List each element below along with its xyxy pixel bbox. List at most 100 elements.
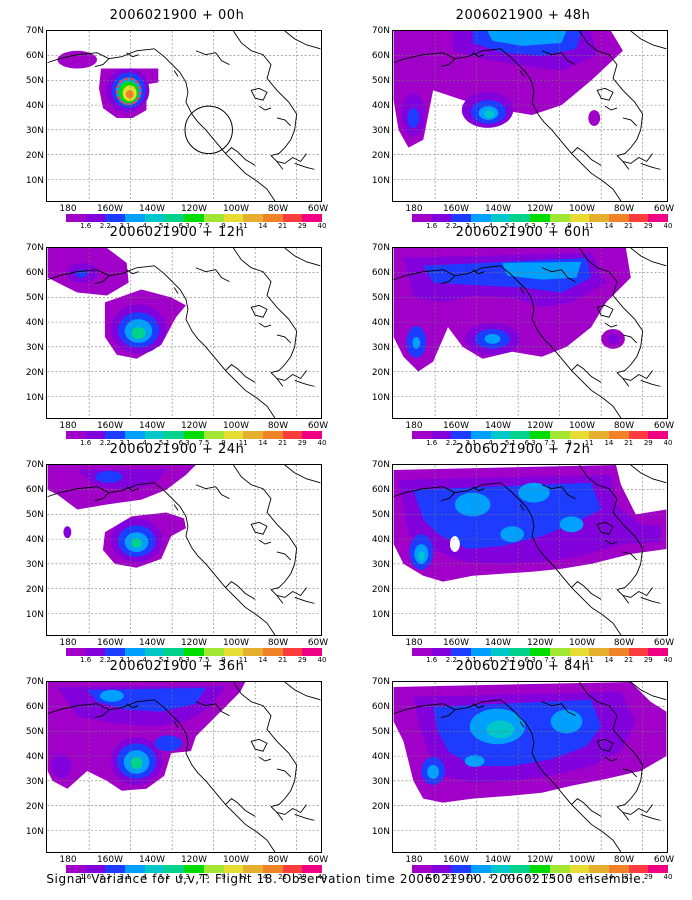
lon-label: 120W: [526, 204, 554, 214]
lon-label: 100W: [568, 638, 596, 648]
colorbar-label: 3.1: [119, 656, 131, 664]
colorbar-label: 29: [643, 656, 653, 664]
variance-field: [47, 248, 186, 359]
colorbar-label: 11: [238, 439, 248, 447]
lon-label: 80W: [267, 204, 289, 214]
colorbar-swatch: [203, 431, 224, 439]
lon-label: 180: [59, 638, 77, 648]
figure-caption: Signal Variance for u,v,T. Flight 18. Ob…: [46, 872, 646, 886]
lon-label: 140W: [484, 855, 512, 865]
lon-label: 60W: [307, 638, 329, 648]
colorbar-swatch: [85, 431, 106, 439]
colorbar-swatch: [66, 214, 86, 222]
lat-label: 70N: [371, 26, 390, 36]
colorbar-label: 1.6: [80, 439, 92, 447]
lon-label: 100W: [568, 204, 596, 214]
lat-label: 60N: [25, 485, 44, 495]
colorbar-swatch: [66, 648, 86, 656]
colorbar-swatch: [105, 214, 126, 222]
colorbar-swatch: [569, 214, 590, 222]
colorbar-swatch: [490, 865, 511, 873]
colorbar-label: 5.1: [504, 222, 517, 230]
map-panel-60h: 2006021900 + 60h 70N 60N 50N 40N 30N 20N…: [358, 225, 688, 447]
lon-label: 120W: [526, 638, 554, 648]
colorbar-label: 4: [142, 873, 147, 881]
colorbar-label: 7.5: [544, 439, 556, 447]
colorbar-labels: 1.6 2.2 3.1 4 5.1 6.3 7.5 9 11 14 21 29 40: [412, 439, 672, 448]
lat-label: 40N: [25, 535, 44, 545]
colorbar-swatch: [471, 648, 491, 656]
colorbar-label: 21: [624, 656, 634, 664]
lat-label: 50N: [371, 727, 390, 737]
lon-label: 140W: [138, 638, 166, 648]
lon-label: 120W: [180, 204, 208, 214]
lon-label: 100W: [222, 421, 250, 431]
lat-label: 30N: [25, 126, 44, 136]
map-area: [46, 464, 322, 636]
lon-label: 180: [59, 855, 77, 865]
colorbar-swatch: [451, 431, 472, 439]
lon-label: 160W: [442, 638, 470, 648]
lat-label: 40N: [25, 101, 44, 111]
colorbar-swatch: [628, 431, 649, 439]
lon-label: 140W: [138, 855, 166, 865]
map-svg: [47, 682, 321, 852]
colorbar: [412, 865, 668, 873]
variance-field: [393, 31, 623, 148]
colorbar-label: 6.3: [524, 439, 536, 447]
panel-title: 2006021900 + 72h: [455, 442, 591, 457]
lat-label: 70N: [371, 243, 390, 253]
colorbar-swatch: [510, 214, 531, 222]
colorbar-swatch: [105, 865, 126, 873]
colorbar-label: 29: [297, 656, 307, 664]
colorbar-label: 4: [488, 439, 493, 447]
colorbar-swatch: [549, 431, 570, 439]
colorbar-swatch: [510, 865, 531, 873]
lat-label: 50N: [371, 293, 390, 303]
lat-label: 10N: [25, 176, 44, 186]
variance-field: [47, 465, 196, 568]
colorbar-label: 3.1: [119, 873, 131, 881]
lat-label: 40N: [371, 535, 390, 545]
colorbar-swatch: [223, 865, 244, 873]
map-panel-24h: 2006021900 + 24h 70N 60N 50N 40N 30N 20N…: [12, 442, 342, 664]
lat-label: 20N: [25, 151, 44, 161]
colorbar-label: 3.1: [119, 439, 131, 447]
colorbar: [66, 214, 322, 222]
colorbar-swatch: [144, 648, 165, 656]
colorbar-swatch: [164, 865, 185, 873]
variance-field: [57, 50, 233, 155]
colorbar-swatch: [164, 214, 185, 222]
lat-label: 30N: [25, 560, 44, 570]
colorbar-label: 14: [604, 222, 614, 230]
colorbar-swatch: [569, 865, 590, 873]
lon-label: 60W: [653, 638, 675, 648]
colorbar-swatch: [490, 214, 511, 222]
colorbar-label: 40: [317, 222, 327, 230]
colorbar-label: 29: [297, 439, 307, 447]
colorbar-label: 9: [567, 222, 572, 230]
colorbar-label: 5.1: [504, 656, 517, 664]
colorbar-swatch: [184, 214, 204, 222]
lon-label: 160W: [96, 204, 124, 214]
colorbar-label: 7.5: [198, 873, 210, 881]
colorbar-label: 2.2: [445, 656, 457, 664]
colorbar-label: 4: [488, 873, 493, 881]
colorbar-swatch: [412, 431, 432, 439]
colorbar-label: 11: [238, 873, 248, 881]
colorbar-swatch: [203, 648, 224, 656]
map-area: [46, 30, 322, 202]
lon-label: 60W: [307, 855, 329, 865]
map-area: [392, 681, 668, 853]
colorbar-label: 7.5: [544, 873, 556, 881]
lon-label: 140W: [484, 204, 512, 214]
map-area: [392, 247, 668, 419]
lat-label: 50N: [25, 293, 44, 303]
colorbar-swatch: [412, 648, 432, 656]
colorbar: [66, 431, 322, 439]
lon-label: 60W: [653, 855, 675, 865]
lon-label: 180: [59, 204, 77, 214]
lon-label: 80W: [613, 855, 635, 865]
colorbar-swatch: [243, 431, 263, 439]
lat-label: 50N: [371, 76, 390, 86]
